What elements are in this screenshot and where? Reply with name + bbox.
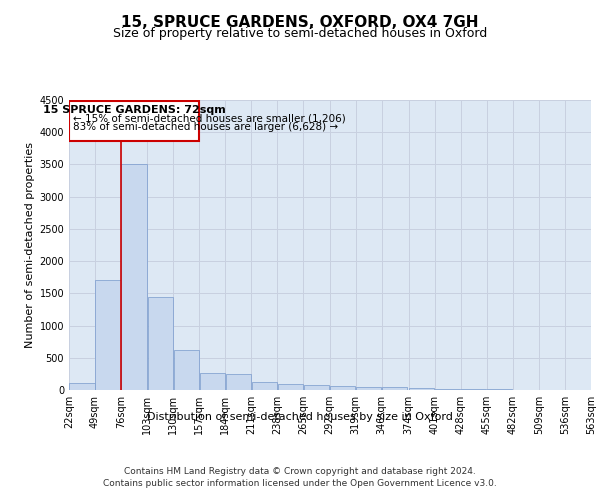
Bar [121,164,147,390]
Text: Distribution of semi-detached houses by size in Oxford: Distribution of semi-detached houses by … [147,412,453,422]
Bar [173,350,199,390]
Text: 15, SPRUCE GARDENS, OXFORD, OX4 7GH: 15, SPRUCE GARDENS, OXFORD, OX4 7GH [121,15,479,30]
Bar [356,387,381,390]
Bar [70,383,95,390]
Bar [382,387,407,390]
Text: 83% of semi-detached houses are larger (6,628) →: 83% of semi-detached houses are larger (… [73,122,338,132]
FancyBboxPatch shape [69,102,199,140]
Bar [330,386,355,390]
Text: Size of property relative to semi-detached houses in Oxford: Size of property relative to semi-detach… [113,28,487,40]
Bar [226,374,251,390]
Bar [148,296,173,390]
Bar [304,385,329,390]
Bar [95,280,121,390]
Bar [278,384,303,390]
Bar [435,389,460,390]
Bar [200,373,225,390]
Bar [409,388,434,390]
Y-axis label: Number of semi-detached properties: Number of semi-detached properties [25,142,35,348]
Text: 15 SPRUCE GARDENS: 72sqm: 15 SPRUCE GARDENS: 72sqm [43,105,226,115]
Text: Contains HM Land Registry data © Crown copyright and database right 2024.: Contains HM Land Registry data © Crown c… [124,468,476,476]
Text: Contains public sector information licensed under the Open Government Licence v3: Contains public sector information licen… [103,479,497,488]
Bar [252,382,277,390]
Text: ← 15% of semi-detached houses are smaller (1,206): ← 15% of semi-detached houses are smalle… [73,114,346,124]
